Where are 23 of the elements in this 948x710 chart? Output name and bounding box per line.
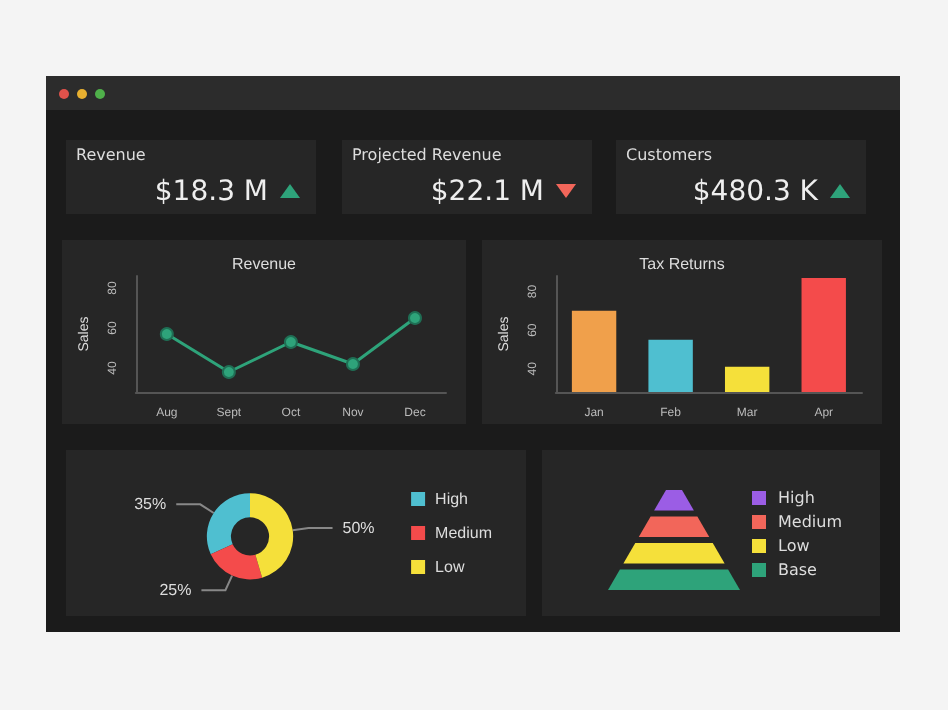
point — [221, 365, 236, 379]
category-label: Low — [778, 536, 810, 554]
point — [345, 357, 360, 371]
legend-label: Low — [435, 558, 465, 576]
data-label: 25% — [159, 581, 192, 600]
point — [159, 327, 174, 341]
text: Customers — [626, 146, 713, 164]
text: Projected Revenue — [352, 146, 502, 164]
chart-title: Tax Returns — [639, 255, 725, 273]
category-label: Medium — [778, 512, 842, 530]
category-label: Base — [778, 560, 817, 578]
legend-label: High — [435, 490, 468, 508]
text: $480.3 K — [692, 176, 818, 208]
legend-label: Medium — [435, 524, 493, 542]
data-label: 35% — [134, 495, 167, 514]
text: $18.3 M — [154, 176, 268, 208]
category-label: High — [778, 488, 815, 506]
text: $22.1 M — [430, 176, 544, 208]
chart-title: Revenue — [231, 255, 298, 273]
point — [407, 311, 422, 325]
text: Revenue — [76, 146, 146, 164]
data-label: 50% — [342, 518, 375, 537]
point — [283, 335, 298, 349]
